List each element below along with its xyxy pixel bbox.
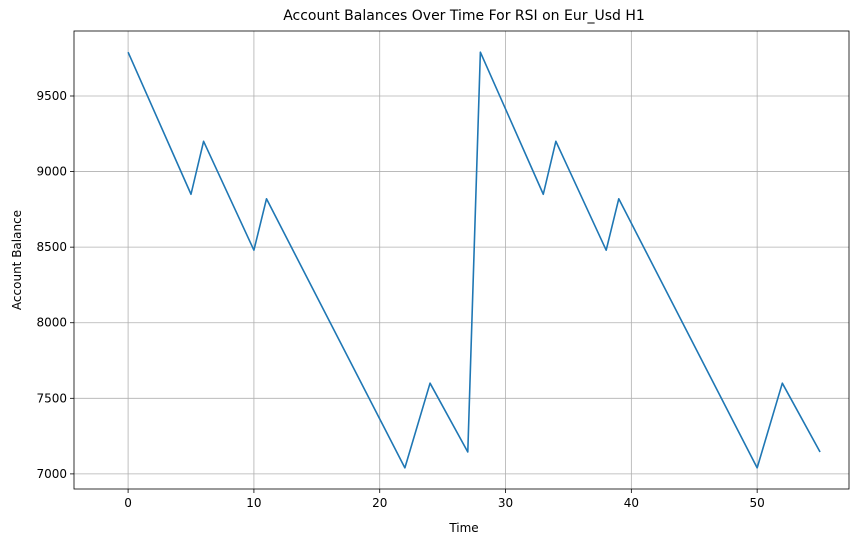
x-tick-label: 10 (246, 496, 261, 510)
x-tick-label: 40 (624, 496, 639, 510)
chart-title: Account Balances Over Time For RSI on Eu… (283, 8, 645, 24)
tick-labels: 0 10 20 30 40 50 7000 7500 8000 8500 9000 9500 (36, 89, 764, 510)
y-tick-label: 8500 (36, 240, 67, 254)
x-tick-label: 20 (372, 496, 387, 510)
y-tick-label: 7000 (36, 467, 67, 481)
axes (70, 30, 850, 493)
series-line (127, 51, 821, 469)
x-axis-label: Time (448, 521, 478, 535)
y-axis-label: Account Balance (10, 210, 24, 310)
y-tick-label: 9000 (36, 165, 67, 179)
series (127, 51, 821, 469)
x-tick-label: 50 (750, 496, 765, 510)
y-tick-label: 9500 (36, 89, 67, 103)
plot-frame (73, 30, 850, 490)
y-tick-label: 8000 (36, 316, 67, 330)
x-tick-label: 30 (498, 496, 513, 510)
grid (74, 31, 849, 489)
x-tick-label: 0 (124, 496, 132, 510)
y-tick-label: 7500 (36, 391, 67, 405)
